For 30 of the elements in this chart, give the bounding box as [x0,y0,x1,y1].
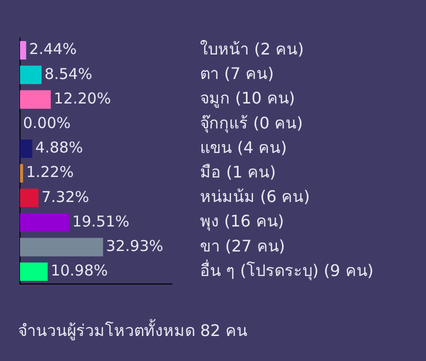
data-label: 4.88% [35,138,83,157]
data-label: 7.32% [41,188,90,206]
bar [20,213,70,232]
bar [20,139,32,158]
bar [20,262,48,281]
y-tick-label: มือ (1 คน) [200,162,276,182]
y-tick-label: หน่มน้ม (6 คน) [200,187,310,206]
y-tick-label: จุ๊กกุแร้ (0 คน) [200,113,303,134]
y-tick-label: อื่น ๆ (โปรดระบุ) (9 คน) [200,258,374,281]
data-label: 12.20% [54,89,111,108]
data-label: 1.22% [26,163,74,182]
bar [20,41,26,60]
data-label: 32.93% [106,236,164,255]
data-label: 2.44% [29,40,77,58]
bar [20,238,104,256]
y-tick-label: ขา (27 คน) [200,236,286,256]
data-label: 8.54% [44,64,92,83]
data-label: 19.51% [72,212,130,230]
y-tick-label: พุง (16 คน) [200,212,284,232]
data-label: 10.98% [50,262,108,280]
y-tick-label: ตา (7 คน) [200,64,274,84]
bar [20,90,51,109]
y-tick-label: จมูก (10 คน) [200,88,296,109]
bar [20,66,42,84]
data-label: 0.00% [23,114,71,132]
bar [20,164,24,183]
y-tick-label: ใบหน้า (2 คน) [200,39,304,58]
y-tick-label: แขน (4 คน) [200,138,287,157]
text: จำนวนผู้ร่วมโหวตทั้งหมด 82 คน [18,318,248,342]
bar [20,188,38,208]
